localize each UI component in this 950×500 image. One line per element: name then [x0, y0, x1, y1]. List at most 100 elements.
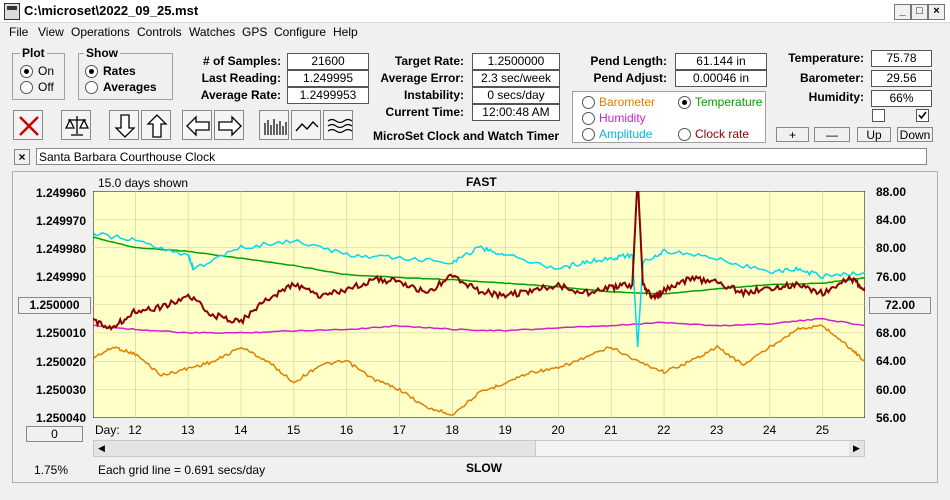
- clock-rate-radio[interactable]: [678, 128, 691, 141]
- horizontal-scrollbar[interactable]: ◀ ▶: [93, 440, 865, 457]
- plot-off-radio[interactable]: [20, 81, 33, 94]
- checkbox-1[interactable]: [872, 109, 885, 122]
- menu-watches[interactable]: Watches: [189, 25, 236, 39]
- right-axis-tick: 64.00: [876, 354, 907, 368]
- fast-label: FAST: [466, 175, 497, 189]
- show-averages-radio[interactable]: [85, 81, 98, 94]
- temperature-value: 75.78: [871, 50, 932, 67]
- right-axis-tick: 76.00: [876, 270, 907, 284]
- zoom-label: 1.75%: [34, 463, 69, 477]
- day-tick-label: 22: [657, 423, 671, 437]
- plus-button[interactable]: +: [776, 127, 809, 142]
- plot-group-label: Plot: [20, 46, 47, 60]
- last-reading-value: 1.249995: [287, 70, 369, 87]
- day-tick-label: 16: [339, 423, 354, 437]
- barometer-radio[interactable]: [582, 96, 595, 109]
- left-axis-tick: 1.249970: [35, 214, 86, 228]
- down-button[interactable]: Down: [897, 127, 933, 142]
- arrow-left-icon: [186, 115, 210, 137]
- close-button[interactable]: ×: [928, 4, 945, 20]
- right-axis-tick: 60.00: [876, 383, 907, 397]
- menu-help[interactable]: Help: [333, 25, 358, 39]
- arrow-down-button[interactable]: [109, 110, 139, 140]
- bar-view-button[interactable]: [259, 110, 289, 140]
- last-reading-label: Last Reading:: [201, 71, 281, 85]
- red-x-icon: [19, 116, 39, 136]
- average-error-value: 2.3 sec/week: [472, 70, 560, 87]
- menu-bar: File View Operations Controls Watches GP…: [0, 23, 950, 42]
- right-axis-tick: 68.00: [876, 326, 907, 340]
- plot-on-label: On: [38, 64, 55, 78]
- temperature-option-label: Temperature: [695, 95, 763, 109]
- app-icon[interactable]: [4, 3, 20, 20]
- line-view-button[interactable]: [291, 110, 321, 140]
- window-title: C:\microset\2022_09_25.mst: [24, 3, 199, 18]
- series-line-humidity: [93, 317, 865, 334]
- plot-on-radio[interactable]: [20, 65, 33, 78]
- amplitude-radio[interactable]: [582, 128, 595, 141]
- right-axis-tick: 88.00: [876, 185, 907, 199]
- series-lines: [93, 191, 865, 416]
- arrow-up-button[interactable]: [141, 110, 171, 140]
- center-left-button[interactable]: 1.250000: [18, 297, 91, 314]
- scroll-right-icon[interactable]: ▶: [853, 443, 860, 453]
- arrow-left-button[interactable]: [182, 110, 212, 140]
- maximize-button[interactable]: □: [911, 4, 928, 20]
- balance-button[interactable]: [61, 110, 91, 140]
- pend-adjust-value: 0.00046 in: [675, 70, 767, 87]
- checkbox-2[interactable]: [916, 109, 929, 122]
- menu-gps[interactable]: GPS: [242, 25, 268, 39]
- temperature-radio[interactable]: [678, 96, 691, 109]
- offset-button[interactable]: 0: [26, 426, 83, 442]
- current-time-value: 12:00:48 AM: [472, 104, 560, 121]
- menu-controls[interactable]: Controls: [137, 25, 182, 39]
- barometer-label: Barometer:: [799, 71, 864, 85]
- amplitude-option-label: Amplitude: [599, 127, 653, 141]
- series-line-amplitude: [93, 231, 865, 348]
- app-name-label: MicroSet Clock and Watch Timer: [373, 129, 560, 143]
- wave-view-button[interactable]: [323, 110, 353, 140]
- clock-name-input[interactable]: Santa Barbara Courthouse Clock: [36, 148, 927, 165]
- current-time-label: Current Time:: [385, 105, 464, 119]
- left-axis-tick: 1.249960: [35, 186, 86, 200]
- menu-view[interactable]: View: [38, 25, 64, 39]
- center-right-button[interactable]: 72.00: [869, 297, 931, 314]
- slow-label: SLOW: [466, 461, 502, 475]
- clear-name-button[interactable]: ×: [14, 149, 30, 165]
- menu-file[interactable]: File: [9, 25, 29, 39]
- left-axis-tick: 1.249980: [35, 242, 86, 256]
- menu-configure[interactable]: Configure: [274, 25, 327, 39]
- series-line-temperature: [93, 236, 865, 295]
- humidity-option-label: Humidity: [599, 111, 646, 125]
- delete-button[interactable]: [13, 110, 43, 140]
- rate-chart[interactable]: [93, 191, 865, 418]
- bars-icon: [264, 119, 287, 135]
- samples-value: 21600: [287, 53, 369, 70]
- arrow-down-icon: [114, 114, 136, 138]
- day-tick-label: 21: [604, 423, 618, 437]
- show-rates-radio[interactable]: [85, 65, 98, 78]
- show-averages-label: Averages: [103, 80, 157, 94]
- average-rate-value: 1.2499953: [287, 87, 369, 104]
- instability-value: 0 secs/day: [472, 87, 560, 104]
- left-axis-tick: 1.250010: [35, 326, 86, 340]
- scrollbar-thumb[interactable]: [535, 441, 849, 456]
- series-line-clock-rate: [93, 191, 865, 332]
- right-axis-tick: 56.00: [876, 411, 907, 425]
- arrow-right-button[interactable]: [214, 110, 244, 140]
- target-rate-value[interactable]: 1.2500000: [472, 53, 560, 70]
- arrow-up-icon: [146, 114, 168, 138]
- left-axis-tick: 1.250030: [35, 383, 86, 397]
- scroll-left-icon[interactable]: ◀: [98, 443, 105, 453]
- humidity-radio[interactable]: [582, 112, 595, 125]
- minimize-button[interactable]: _: [894, 4, 911, 20]
- pend-length-value[interactable]: 61.144 in: [675, 53, 767, 70]
- right-axis-tick: 80.00: [876, 241, 907, 255]
- barometer-value: 29.56: [871, 70, 932, 87]
- pend-adjust-label: Pend Adjust:: [593, 71, 667, 85]
- temperature-label: Temperature:: [788, 51, 864, 65]
- minus-button[interactable]: —: [814, 127, 850, 142]
- menu-operations[interactable]: Operations: [71, 25, 130, 39]
- up-button[interactable]: Up: [857, 127, 891, 142]
- left-axis-tick: 1.249990: [35, 270, 86, 284]
